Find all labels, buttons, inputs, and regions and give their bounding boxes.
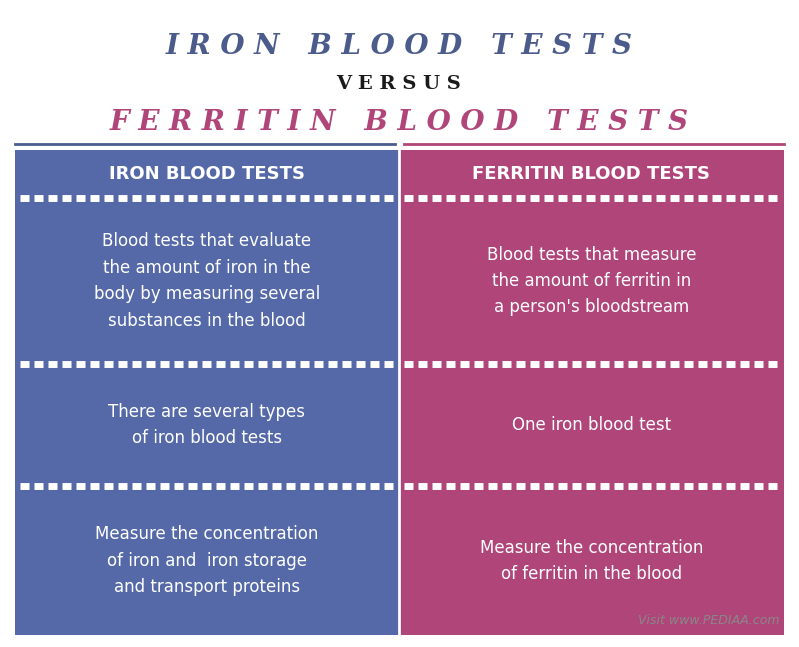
Text: Blood tests that measure
the amount of ferritin in
a person's bloodstream: Blood tests that measure the amount of f… xyxy=(487,246,696,316)
Bar xyxy=(399,150,784,635)
Text: One iron blood test: One iron blood test xyxy=(512,416,671,434)
Text: I R O N   B L O O D   T E S T S: I R O N B L O O D T E S T S xyxy=(165,34,633,61)
Text: Measure the concentration
of iron and  iron storage
and transport proteins: Measure the concentration of iron and ir… xyxy=(95,525,319,596)
Text: F E R R I T I N   B L O O D   T E S T S: F E R R I T I N B L O O D T E S T S xyxy=(109,109,689,137)
Text: V E R S U S: V E R S U S xyxy=(336,75,461,93)
Text: Visit www.PEDIAA.com: Visit www.PEDIAA.com xyxy=(638,614,779,627)
Text: FERRITIN BLOOD TESTS: FERRITIN BLOOD TESTS xyxy=(472,165,710,183)
Text: Measure the concentration
of ferritin in the blood: Measure the concentration of ferritin in… xyxy=(480,538,703,583)
Text: IRON BLOOD TESTS: IRON BLOOD TESTS xyxy=(109,165,305,183)
Text: There are several types
of iron blood tests: There are several types of iron blood te… xyxy=(109,403,305,448)
Bar xyxy=(15,150,399,635)
Text: Blood tests that evaluate
the amount of iron in the
body by measuring several
su: Blood tests that evaluate the amount of … xyxy=(93,232,320,329)
